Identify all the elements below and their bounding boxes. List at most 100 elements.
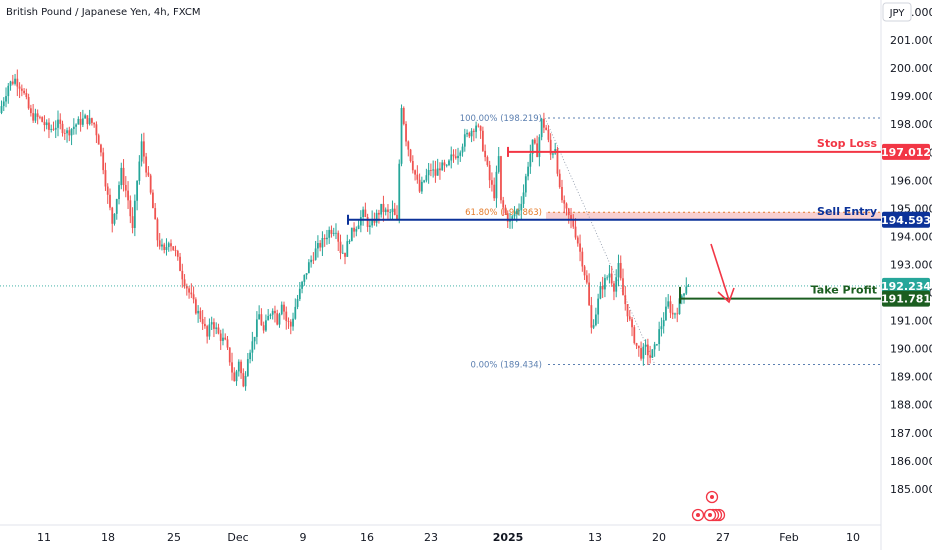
candle-body — [237, 361, 240, 372]
time-tick-label: 9 — [300, 531, 307, 544]
candle-body — [154, 208, 157, 220]
candle-body — [524, 176, 527, 193]
candle-body — [624, 295, 627, 305]
candle-body — [147, 172, 150, 176]
candle-body — [27, 96, 30, 109]
candle-body — [339, 241, 342, 253]
candle-body — [678, 298, 681, 315]
time-tick-label: 20 — [652, 531, 666, 544]
candle-body — [45, 122, 48, 126]
candle-body — [599, 285, 602, 299]
candle-body — [192, 294, 195, 300]
candle-body — [188, 288, 190, 293]
candle-body — [7, 85, 10, 97]
candle-body — [149, 175, 152, 193]
candle-body — [307, 262, 310, 274]
candle-body — [477, 125, 480, 127]
candle-body — [314, 248, 317, 260]
candle-body — [32, 113, 35, 121]
take-profit-price-badge-text: 191.781 — [881, 293, 931, 306]
time-axis[interactable]: 11 18 25 Dec 9 16 23 2025 13 20 27 Feb 10 — [37, 531, 860, 544]
candle-body — [552, 153, 554, 155]
candle-body — [185, 285, 188, 289]
price-tick-label: 187.000 — [890, 427, 932, 440]
candle-body — [561, 186, 563, 201]
candle-body — [545, 127, 548, 130]
time-tick-label: 18 — [101, 531, 115, 544]
candle-body — [301, 281, 303, 289]
event-marker-icon[interactable] — [705, 490, 719, 504]
candle-body — [274, 310, 276, 314]
candle-body — [267, 315, 270, 321]
sell-zone — [546, 212, 881, 220]
candle-body — [570, 215, 572, 220]
price-tick-label: 199.000 — [890, 90, 932, 103]
candle-body — [583, 266, 586, 276]
candle-body — [59, 119, 62, 124]
candle-body — [384, 209, 387, 213]
candle-body — [378, 212, 380, 215]
candle-body — [20, 88, 23, 91]
candle-body — [127, 190, 129, 201]
candle-body — [124, 184, 127, 191]
candle-body — [287, 320, 290, 322]
candle-body — [251, 341, 254, 353]
candle-body — [454, 156, 457, 159]
candle-body — [138, 161, 141, 181]
candle-body — [536, 143, 539, 158]
candle-body — [289, 321, 292, 327]
candle-body — [450, 154, 453, 161]
candle-body — [181, 270, 184, 280]
candle-body — [179, 256, 181, 271]
candle-body — [140, 141, 143, 162]
candle-body — [567, 208, 570, 216]
candle-body — [129, 200, 132, 217]
candle-body — [427, 169, 430, 176]
candle-body — [685, 286, 688, 294]
candle-body — [434, 169, 437, 176]
time-tick-label: 23 — [424, 531, 438, 544]
candle-body — [527, 166, 529, 177]
candle-body — [165, 247, 168, 250]
candle-body — [93, 122, 96, 125]
event-marker-icon[interactable] — [691, 508, 705, 522]
candle-body — [547, 129, 550, 140]
candle-body — [310, 259, 313, 263]
candle-body — [100, 144, 102, 153]
candle-body — [353, 227, 355, 232]
candle-body — [265, 320, 267, 331]
candle-body — [565, 203, 568, 209]
candle-body — [606, 277, 609, 279]
candle-body — [556, 149, 559, 174]
candle-body — [563, 200, 566, 204]
candle-body — [513, 213, 516, 217]
time-tick-label: 2025 — [493, 531, 524, 544]
time-tick-label: 10 — [846, 531, 860, 544]
candle-body — [665, 306, 667, 321]
candle-body — [443, 162, 446, 166]
candle-body — [298, 288, 301, 300]
candle-body — [445, 164, 448, 166]
time-tick-label: Dec — [227, 531, 248, 544]
candle-body — [400, 108, 403, 164]
candle-body — [197, 310, 200, 314]
event-marker-group-icon[interactable] — [703, 508, 726, 522]
candle-body — [479, 126, 482, 131]
candle-body — [326, 237, 328, 240]
candle-body — [662, 320, 665, 327]
stop-loss-price-badge-text: 197.012 — [881, 146, 931, 159]
candle-body — [219, 333, 222, 341]
currency-button[interactable]: JPY — [882, 2, 912, 22]
candle-body — [303, 275, 306, 282]
candle-body — [402, 108, 405, 124]
candle-body — [167, 243, 170, 248]
candle-body — [631, 319, 633, 328]
candle-body — [131, 216, 134, 228]
candle-body — [61, 123, 64, 134]
candle-body — [396, 214, 398, 220]
candle-body — [228, 347, 231, 363]
candle-body — [592, 325, 595, 328]
candle-body — [488, 164, 491, 181]
